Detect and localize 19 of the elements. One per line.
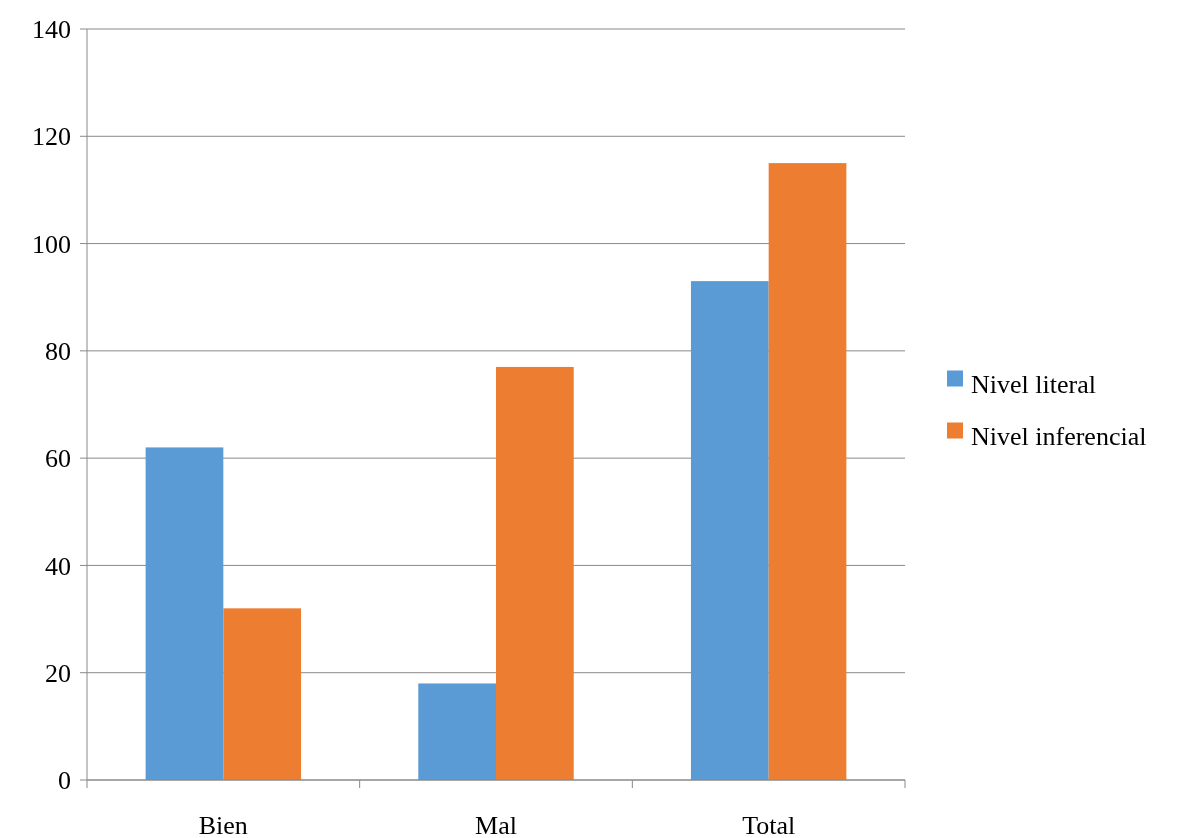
legend-label: Nivel literal (971, 369, 1096, 399)
y-tick-label: 40 (45, 551, 71, 581)
y-tick-label: 0 (58, 766, 71, 796)
x-tick-label: Bien (198, 811, 248, 838)
bar (418, 683, 496, 780)
bar (145, 447, 224, 780)
y-tick-label: 60 (45, 444, 71, 474)
legend-label: Nivel inferencial (971, 421, 1147, 451)
x-tick-label: Total (742, 811, 796, 838)
x-tick-label: Mal (475, 811, 517, 838)
y-tick-label: 20 (45, 658, 71, 688)
bar (496, 366, 574, 780)
bar (690, 281, 769, 780)
y-tick-label: 120 (32, 122, 71, 152)
bar (223, 608, 302, 780)
y-tick-label: 140 (32, 15, 71, 45)
y-tick-label: 80 (45, 336, 71, 366)
y-tick-label: 100 (32, 229, 71, 259)
bar (768, 163, 847, 780)
